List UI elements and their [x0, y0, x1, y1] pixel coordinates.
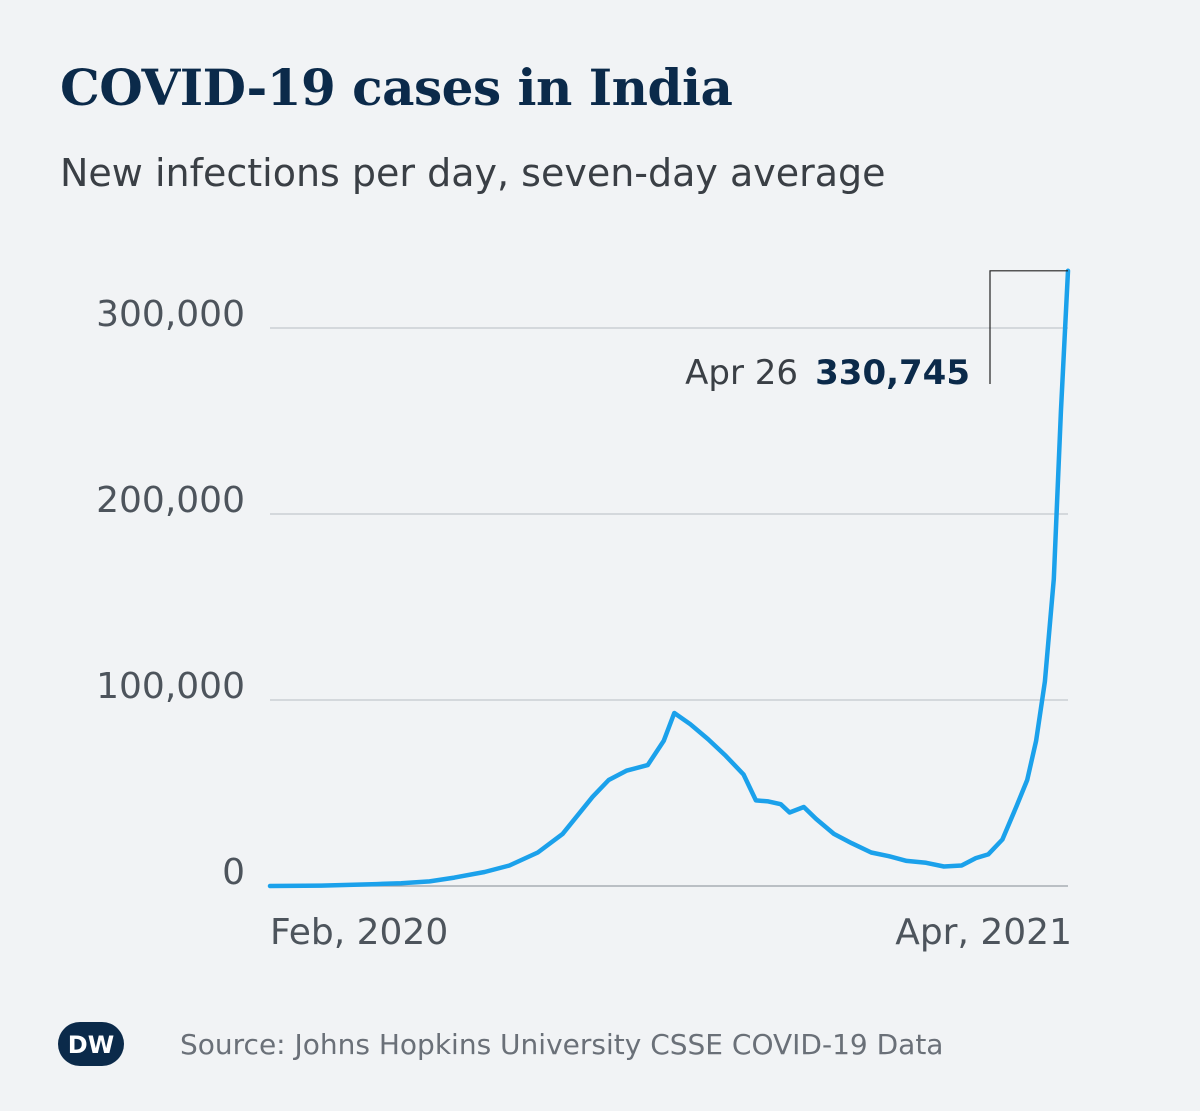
- series-line: [267, 268, 1071, 889]
- dw-logo[interactable]: DW: [58, 1022, 124, 1066]
- annotation-leader-line: [989, 270, 1068, 384]
- x-tick-label: Feb, 2020: [270, 912, 448, 953]
- line-chart: 0 100,000 200,000 300,000 Feb, 2020 Apr, 202…: [96, 268, 1072, 953]
- footer: DW Source: Johns Hopkins University CSSE…: [58, 1022, 943, 1066]
- x-axis-ticks: Feb, 2020 Apr, 2021: [270, 912, 1072, 953]
- y-axis-ticks: 0 100,000 200,000 300,000: [96, 294, 245, 893]
- dw-logo-icon: DW: [68, 1031, 114, 1059]
- source-note: Source: Johns Hopkins University CSSE CO…: [180, 1027, 944, 1061]
- gridlines: [270, 327, 1068, 887]
- series-group: [267, 268, 1071, 889]
- y-tick-label: 0: [222, 852, 245, 893]
- y-tick-label: 300,000: [96, 294, 245, 335]
- chart-subtitle: New infections per day, seven-day averag…: [60, 151, 886, 195]
- y-tick-label: 200,000: [96, 480, 245, 521]
- chart-title: COVID-19 cases in India: [60, 58, 733, 117]
- annotation: Apr 26 330,745: [685, 270, 1068, 393]
- annotation-date: Apr 26: [685, 353, 798, 393]
- logo-text: DW: [68, 1031, 114, 1059]
- x-tick-label: Apr, 2021: [895, 912, 1072, 953]
- annotation-label: Apr 26 330,745: [685, 353, 970, 393]
- y-tick-label: 100,000: [96, 666, 245, 707]
- annotation-value: 330,745: [815, 353, 970, 393]
